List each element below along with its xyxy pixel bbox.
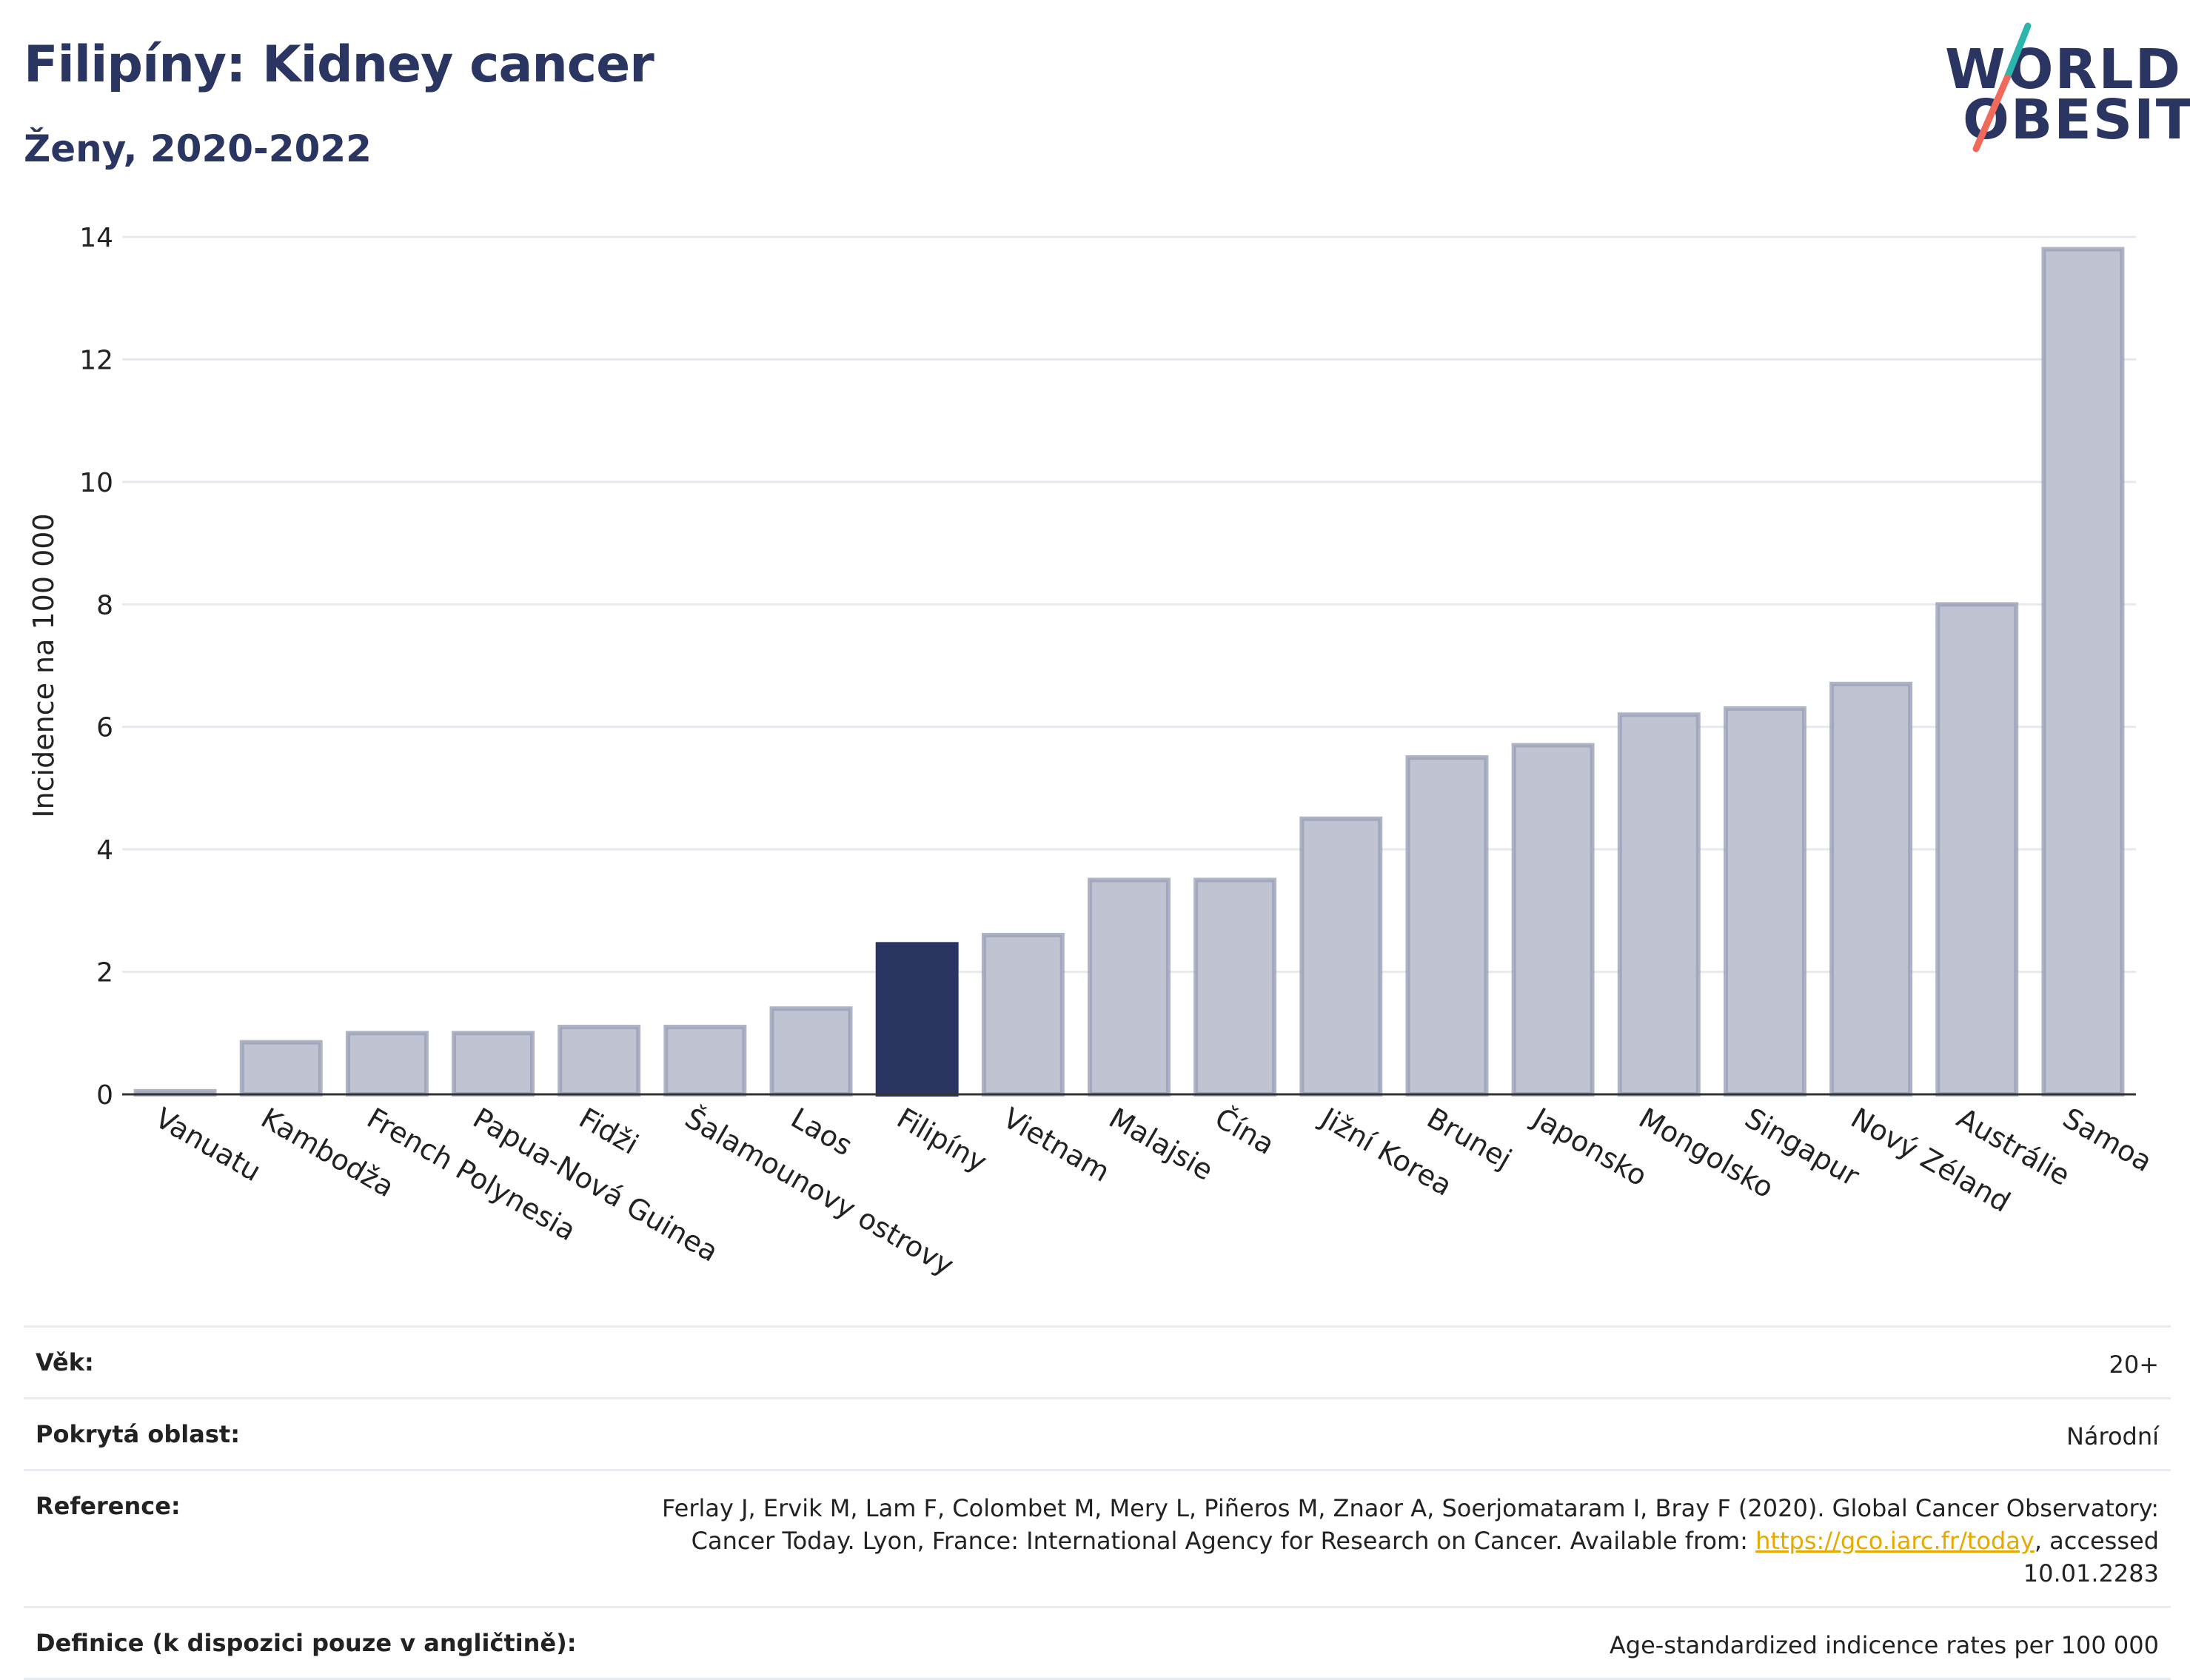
y-tick-label: 0 [96, 1080, 113, 1111]
x-tick-label: Filipíny [891, 1102, 992, 1179]
info-row-age: Věk: 20+ [24, 1325, 2171, 1397]
definition-value: Age-standardized indicence rates per 100… [1609, 1631, 2159, 1659]
reference-value: Ferlay J, Ervik M, Lam F, Colombet M, Me… [582, 1492, 2159, 1590]
bar-15[interactable] [1723, 706, 1806, 1097]
info-table: Věk: 20+ Pokrytá oblast: Národní Referen… [24, 1325, 2171, 1680]
reference-accessed: , accessed 10.01.2283 [2023, 1527, 2159, 1587]
bar-12[interactable] [1405, 755, 1489, 1097]
y-tick-label: 6 [96, 713, 113, 743]
y-tick-label: 12 [79, 345, 113, 375]
bar-7[interactable] [875, 942, 959, 1097]
world-obesity-logo: WORLD OBESITY [1936, 19, 2190, 159]
x-tick-label: Japonsko [1526, 1101, 1652, 1193]
info-row-definition: Definice (k dispozici pouze v angličtině… [24, 1606, 2171, 1680]
bar-10[interactable] [1193, 877, 1277, 1097]
age-value: 20+ [2109, 1351, 2159, 1379]
bars [133, 247, 2125, 1097]
logo-slash-icon [1972, 22, 2032, 153]
definition-label: Definice (k dispozici pouze v angličtině… [36, 1629, 577, 1657]
bar-11[interactable] [1299, 816, 1383, 1097]
bar-8[interactable] [981, 932, 1065, 1097]
y-tick-label: 8 [96, 590, 113, 620]
x-tick-label: Malajsie [1104, 1102, 1219, 1187]
x-tick-label: Laos [786, 1102, 858, 1162]
bar-14[interactable] [1617, 712, 1701, 1097]
x-tick-label: Vanuatu [150, 1102, 267, 1188]
y-tick-label: 4 [96, 835, 113, 866]
bar-2[interactable] [345, 1031, 429, 1097]
area-label: Pokrytá oblast: [36, 1420, 240, 1448]
info-row-area: Pokrytá oblast: Národní [24, 1397, 2171, 1469]
bar-3[interactable] [452, 1031, 535, 1097]
x-tick-label: Vietnam [997, 1102, 1115, 1188]
chart-subtitle: Ženy, 2020-2022 [24, 127, 372, 170]
y-axis-ticks: 0 2 4 6 8 10 12 14 [79, 223, 113, 1111]
reference-link[interactable]: https://gco.iarc.fr/today [1755, 1527, 2035, 1555]
bar-16[interactable] [1829, 681, 1913, 1097]
chart-title: Filipíny: Kidney cancer [24, 36, 654, 94]
y-tick-label: 10 [79, 468, 113, 498]
reference-text: Ferlay J, Ervik M, Lam F, Colombet M, Me… [662, 1494, 2159, 1555]
bar-6[interactable] [769, 1006, 853, 1097]
info-row-reference: Reference: Ferlay J, Ervik M, Lam F, Col… [24, 1469, 2171, 1606]
x-tick-label: Čína [1210, 1102, 1280, 1161]
age-label: Věk: [36, 1348, 94, 1376]
bar-18[interactable] [2041, 247, 2125, 1097]
x-tick-label: Fidži [574, 1102, 644, 1161]
bar-9[interactable] [1088, 877, 1171, 1097]
bar-13[interactable] [1511, 743, 1595, 1097]
bar-4[interactable] [557, 1025, 641, 1097]
y-tick-label: 2 [96, 958, 113, 988]
area-value: Národní [2066, 1422, 2159, 1450]
bar-1[interactable] [239, 1040, 323, 1097]
logo-line-1: WORLD [1945, 38, 2183, 101]
bar-17[interactable] [1935, 602, 2019, 1097]
y-axis-title: Incidence na 100 000 [27, 513, 60, 817]
reference-label: Reference: [36, 1492, 181, 1520]
logo-line-2: OBESITY [1963, 88, 2190, 152]
y-tick-label: 14 [79, 223, 113, 253]
bar-5[interactable] [663, 1025, 747, 1097]
